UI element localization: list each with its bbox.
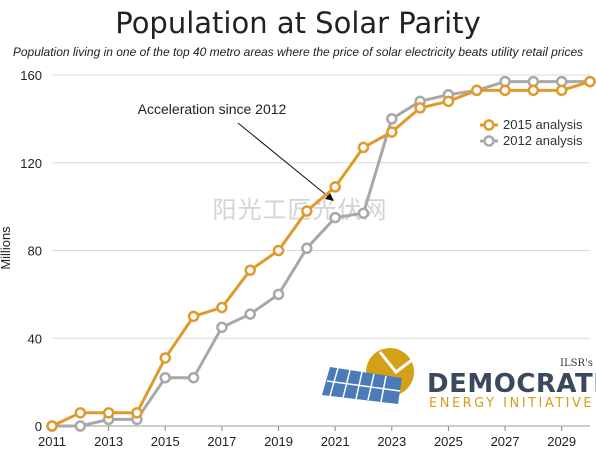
chart-title: Population at Solar Parity: [115, 6, 481, 40]
data-point-2015: [159, 352, 172, 364]
data-point-2012: [357, 207, 370, 219]
data-point-2012: [216, 321, 228, 334]
data-point-2015: [414, 102, 426, 114]
logo-sub-text: ENERGY INITIATIVE: [429, 396, 594, 411]
x-tick-label: 2019: [264, 434, 293, 449]
x-tick-label: 2021: [321, 434, 350, 449]
data-point-2012: [74, 420, 87, 432]
data-point-2015: [187, 310, 200, 323]
data-point-2012: [386, 113, 398, 125]
data-point-2015: [244, 264, 256, 276]
y-tick-label: 80: [28, 244, 42, 259]
x-tick-label: 2013: [94, 434, 123, 449]
data-point-2015: [131, 407, 143, 419]
logo-sun-highlight: [378, 351, 413, 375]
data-point-2015: [470, 84, 483, 97]
data-point-2015: [329, 181, 341, 193]
data-point-2015: [555, 84, 568, 97]
series: [46, 75, 596, 432]
x-tick-label: 2027: [491, 434, 520, 449]
data-point-2012: [159, 371, 172, 384]
y-tick-label: 40: [28, 331, 42, 346]
x-tick-label: 2017: [207, 434, 236, 449]
y-tick-label: 0: [35, 419, 42, 434]
data-point-2012: [272, 288, 285, 301]
legend-label-2012: 2012 analysis: [503, 133, 583, 148]
data-point-2015: [74, 407, 87, 419]
x-tick-label: 2015: [151, 434, 180, 449]
annotation: Acceleration since 2012: [138, 101, 334, 201]
annotation-arrowhead: [325, 193, 334, 201]
data-point-2012: [301, 242, 313, 255]
data-point-2015: [386, 126, 398, 138]
democratic-energy-initiative-logo: ILSR's DEMOCRATIC ENERGY INITIATIVE: [322, 348, 596, 411]
x-tick-label: 2023: [377, 434, 406, 449]
logo-tag: ILSR's: [560, 358, 593, 369]
logo-main-text: DEMOCRATIC: [427, 369, 596, 399]
chart-subtitle: Population living in one of the top 40 m…: [12, 45, 584, 59]
legend-marker-2015: [483, 119, 495, 131]
x-tick-label: 2011: [38, 434, 66, 449]
data-point-2012: [244, 308, 256, 320]
data-point-2015: [272, 244, 285, 257]
data-point-2012: [187, 371, 200, 384]
data-point-2015: [216, 301, 228, 314]
data-point-2015: [527, 84, 540, 97]
annotation-arrow: [237, 122, 331, 199]
data-point-2015: [46, 420, 58, 432]
logo-solar-panel-icon: [322, 367, 402, 404]
data-point-2015: [301, 205, 313, 217]
x-tick-label: 2025: [434, 434, 463, 449]
data-point-2015: [499, 84, 511, 97]
y-tick-label: 120: [20, 156, 42, 171]
data-point-2015: [357, 141, 370, 154]
data-point-2015: [584, 75, 596, 88]
y-tick-label: 160: [20, 68, 42, 83]
x-tick-label: 2029: [547, 434, 576, 449]
data-point-2012: [329, 211, 341, 224]
axes: 0 40 80 120 160 2011 2013 2015 2017 2019 2021 2023 2…: [20, 68, 590, 449]
legend-marker-2012: [483, 135, 495, 147]
data-point-2015: [102, 407, 115, 419]
data-point-2015: [442, 95, 455, 108]
y-axis-label: Millions: [0, 226, 13, 270]
legend-label-2015: 2015 analysis: [503, 117, 583, 132]
annotation-text: Acceleration since 2012: [138, 101, 287, 117]
legend: 2015 analysis 2012 analysis: [480, 117, 583, 148]
